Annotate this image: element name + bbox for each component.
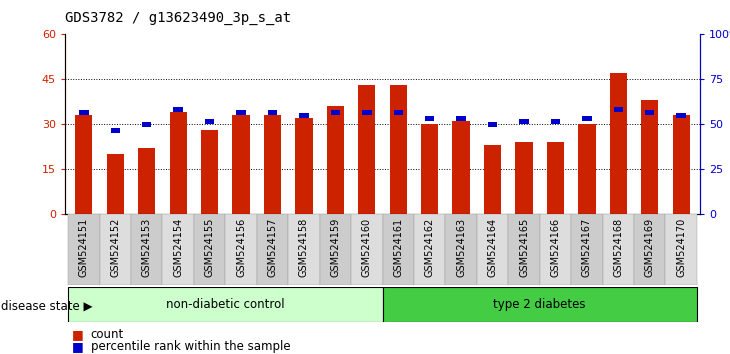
- Text: GSM524161: GSM524161: [393, 218, 403, 277]
- Bar: [445, 214, 477, 285]
- Text: GSM524151: GSM524151: [79, 218, 89, 277]
- Bar: [582, 116, 591, 121]
- Bar: [295, 118, 312, 214]
- Bar: [268, 110, 277, 115]
- Text: GSM524152: GSM524152: [110, 218, 120, 277]
- Bar: [68, 287, 383, 322]
- Text: GSM524165: GSM524165: [519, 218, 529, 277]
- Text: disease state ▶: disease state ▶: [1, 300, 93, 313]
- Bar: [327, 106, 344, 214]
- Bar: [299, 113, 309, 118]
- Bar: [138, 148, 155, 214]
- Text: GSM524157: GSM524157: [267, 218, 277, 277]
- Text: GDS3782 / g13623490_3p_s_at: GDS3782 / g13623490_3p_s_at: [65, 11, 291, 25]
- Text: GSM524163: GSM524163: [456, 218, 466, 277]
- Bar: [571, 214, 602, 285]
- Bar: [358, 85, 375, 214]
- Bar: [666, 214, 697, 285]
- Text: type 2 diabetes: type 2 diabetes: [493, 298, 586, 311]
- Bar: [79, 110, 88, 115]
- Bar: [226, 214, 257, 285]
- Bar: [174, 107, 183, 112]
- Bar: [288, 214, 320, 285]
- Bar: [508, 214, 539, 285]
- Bar: [75, 115, 93, 214]
- Bar: [351, 214, 383, 285]
- Bar: [232, 115, 250, 214]
- Bar: [672, 115, 690, 214]
- Text: GSM524167: GSM524167: [582, 218, 592, 277]
- Bar: [677, 113, 686, 118]
- Text: count: count: [91, 328, 124, 341]
- Bar: [610, 73, 627, 214]
- Bar: [515, 142, 533, 214]
- Bar: [539, 214, 571, 285]
- Bar: [425, 116, 434, 121]
- Text: GSM524155: GSM524155: [204, 218, 215, 277]
- Text: GSM524153: GSM524153: [142, 218, 152, 277]
- Bar: [110, 129, 120, 133]
- Bar: [421, 124, 438, 214]
- Bar: [488, 122, 497, 127]
- Text: GSM524159: GSM524159: [331, 218, 340, 277]
- Bar: [320, 214, 351, 285]
- Bar: [645, 110, 655, 115]
- Bar: [602, 214, 634, 285]
- Text: GSM524156: GSM524156: [236, 218, 246, 277]
- Bar: [331, 110, 340, 115]
- Bar: [383, 287, 697, 322]
- Bar: [257, 214, 288, 285]
- Bar: [264, 115, 281, 214]
- Text: GSM524166: GSM524166: [550, 218, 561, 277]
- Bar: [68, 214, 99, 285]
- Text: GSM524168: GSM524168: [613, 218, 623, 277]
- Text: GSM524162: GSM524162: [425, 218, 434, 277]
- Text: GSM524158: GSM524158: [299, 218, 309, 277]
- Bar: [107, 154, 124, 214]
- Bar: [163, 214, 194, 285]
- Bar: [131, 214, 163, 285]
- Bar: [362, 110, 372, 115]
- Text: non-diabetic control: non-diabetic control: [166, 298, 285, 311]
- Bar: [641, 100, 658, 214]
- Bar: [550, 119, 560, 124]
- Bar: [547, 142, 564, 214]
- Bar: [383, 214, 414, 285]
- Text: ■: ■: [72, 328, 88, 341]
- Bar: [393, 110, 403, 115]
- Bar: [484, 145, 502, 214]
- Bar: [519, 119, 529, 124]
- Bar: [390, 85, 407, 214]
- Bar: [477, 214, 508, 285]
- Text: ■: ■: [72, 340, 88, 353]
- Bar: [456, 116, 466, 121]
- Bar: [237, 110, 246, 115]
- Text: percentile rank within the sample: percentile rank within the sample: [91, 340, 290, 353]
- Bar: [453, 121, 470, 214]
- Bar: [634, 214, 666, 285]
- Bar: [205, 119, 215, 124]
- Bar: [201, 130, 218, 214]
- Text: GSM524160: GSM524160: [362, 218, 372, 277]
- Text: GSM524170: GSM524170: [676, 218, 686, 277]
- Bar: [414, 214, 445, 285]
- Bar: [169, 112, 187, 214]
- Text: GSM524169: GSM524169: [645, 218, 655, 277]
- Bar: [194, 214, 226, 285]
- Bar: [142, 122, 151, 127]
- Bar: [99, 214, 131, 285]
- Bar: [614, 107, 623, 112]
- Text: GSM524164: GSM524164: [488, 218, 498, 277]
- Text: GSM524154: GSM524154: [173, 218, 183, 277]
- Bar: [578, 124, 596, 214]
